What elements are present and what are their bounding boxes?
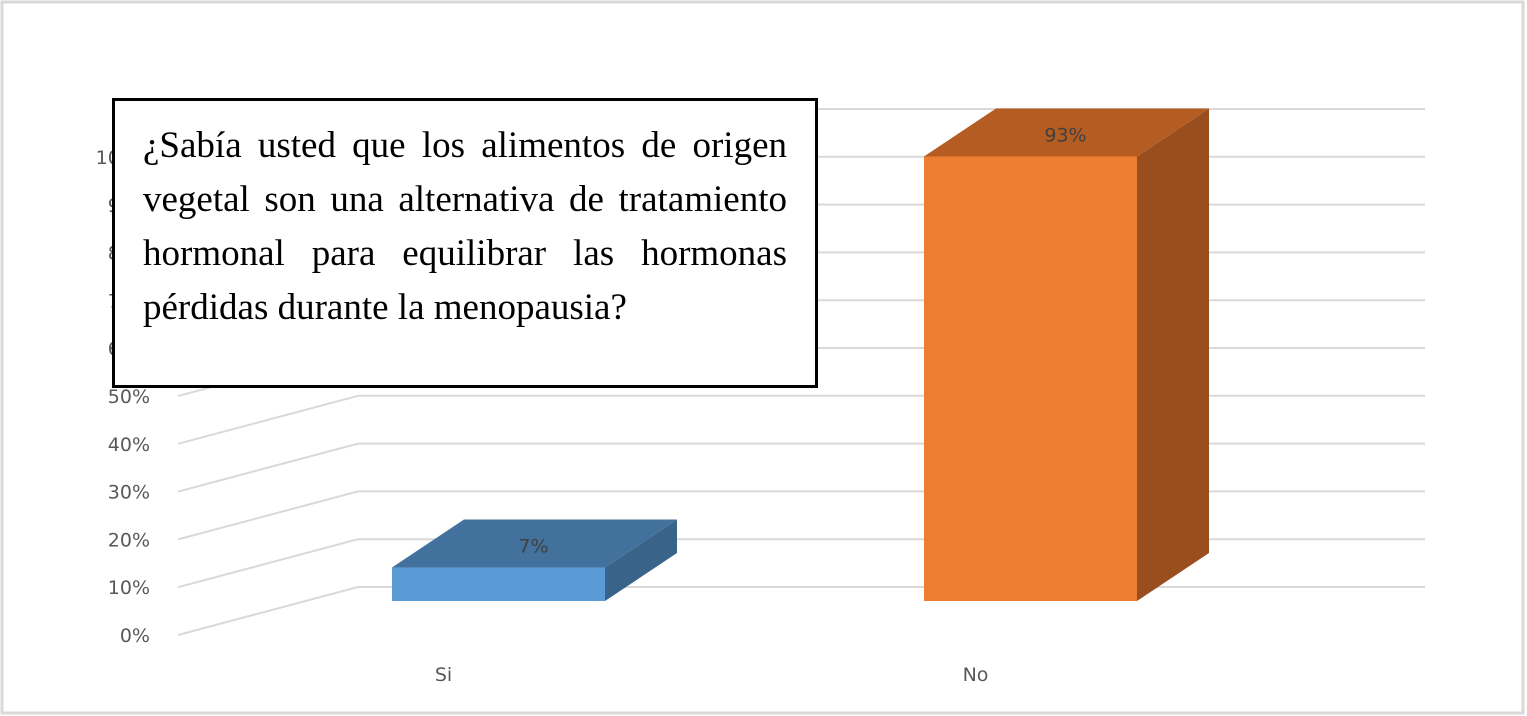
x-category-label: No	[963, 664, 989, 686]
gridline-side	[177, 442, 359, 493]
bar-top	[392, 519, 677, 568]
bar-no	[924, 108, 1209, 602]
y-tick-label: 30%	[108, 482, 150, 504]
bar-side	[605, 519, 677, 601]
bar-front	[924, 156, 1137, 601]
gridline-side	[177, 394, 359, 445]
data-label: 93%	[1044, 124, 1086, 146]
x-category-label: Si	[435, 664, 452, 686]
y-tick-label: 20%	[108, 529, 150, 551]
question-textbox: ¿Sabía usted que los alimentos de origen…	[112, 98, 818, 388]
bar-front	[392, 567, 605, 601]
labels: 7% Si 93% No	[435, 124, 1087, 686]
question-text: ¿Sabía usted que los alimentos de origen…	[143, 125, 787, 328]
y-tick-label: 50%	[108, 386, 150, 408]
bar-side	[1137, 108, 1209, 602]
y-tick-label: 10%	[108, 577, 150, 599]
gridline-side	[177, 490, 359, 541]
y-tick-label: 0%	[120, 625, 150, 647]
bar-si	[392, 519, 677, 601]
gridline-side	[177, 586, 359, 636]
gridline-side	[177, 538, 359, 589]
data-label: 7%	[518, 536, 548, 558]
y-tick-label: 40%	[108, 434, 150, 456]
bars	[392, 108, 1209, 602]
bar-top	[924, 108, 1209, 157]
